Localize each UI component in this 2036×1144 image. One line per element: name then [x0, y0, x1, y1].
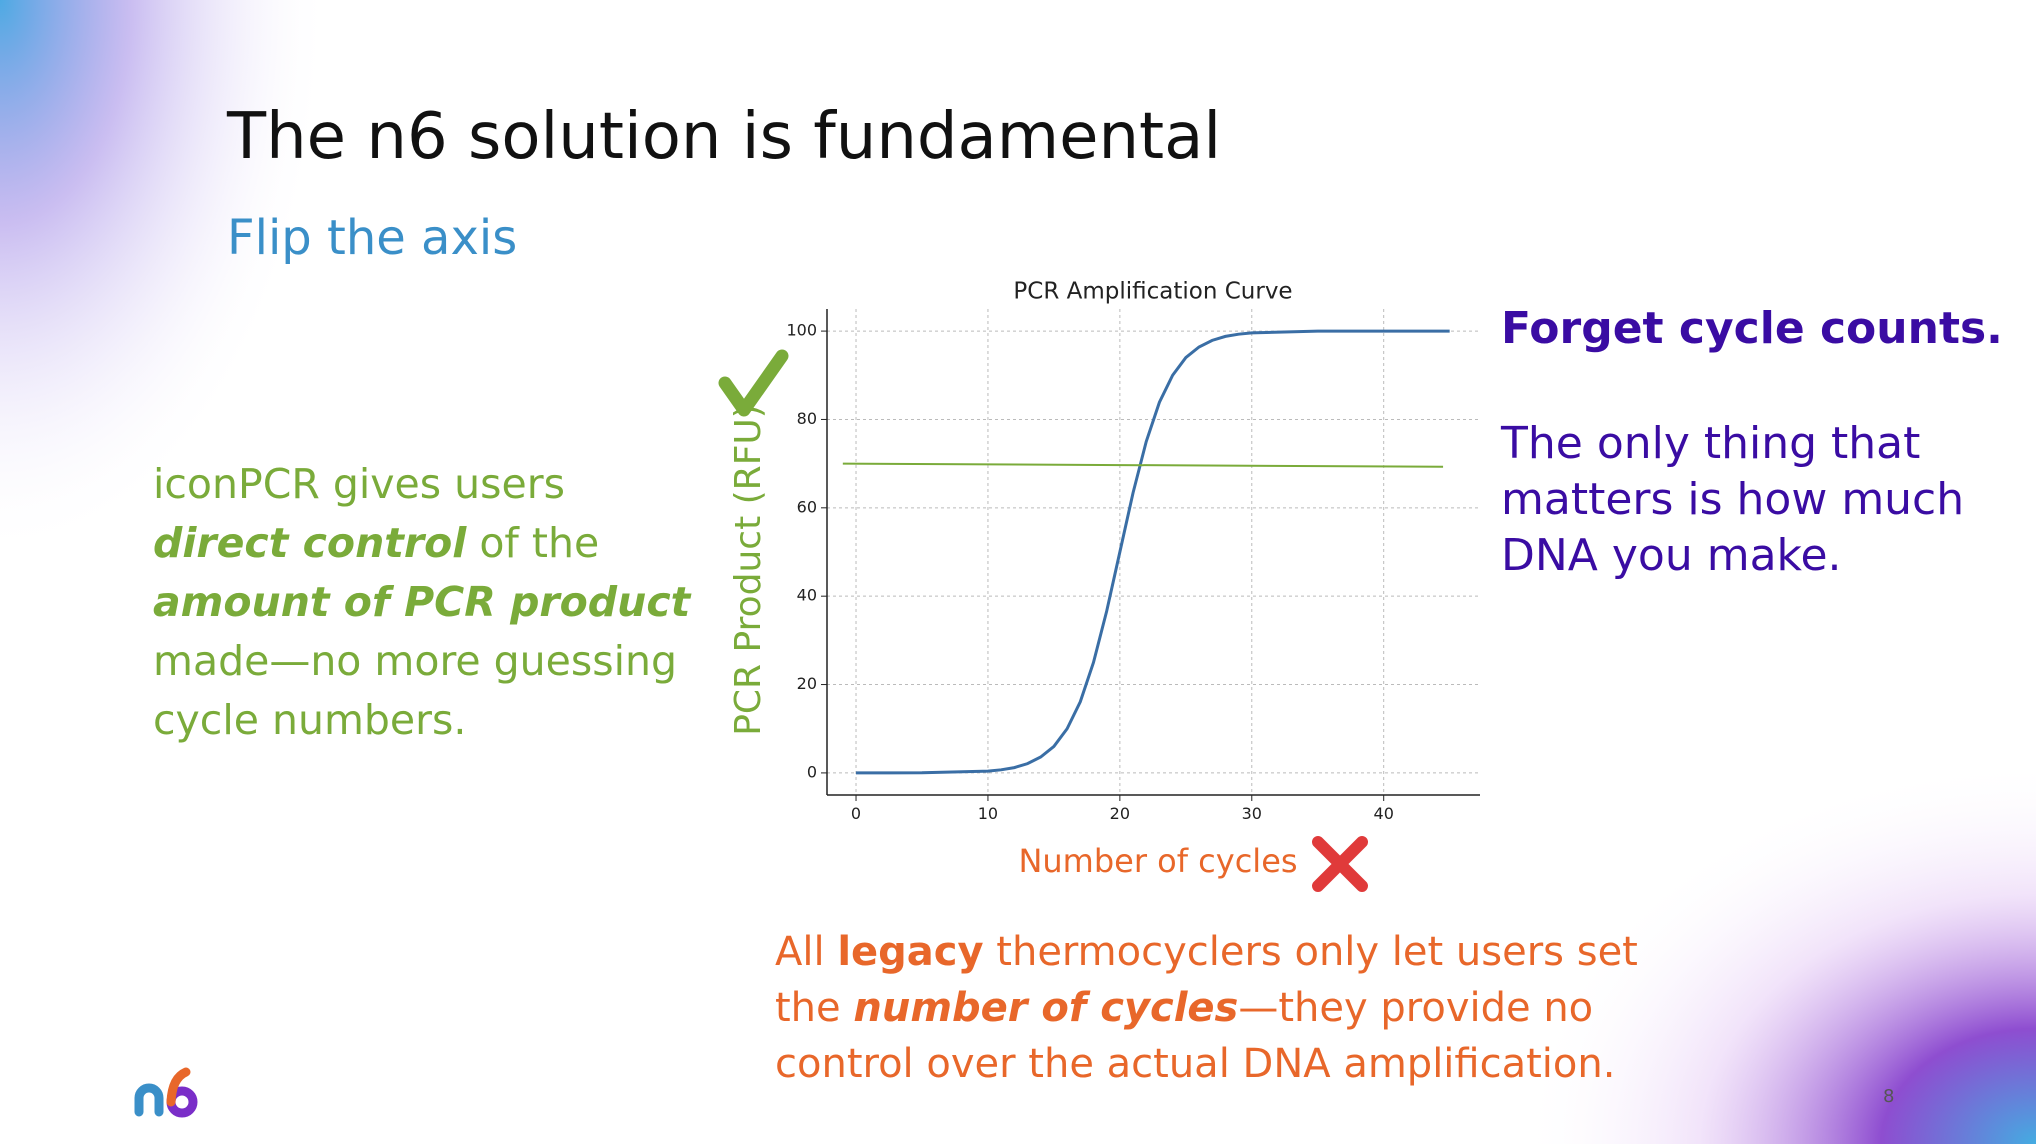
- x-tick-label: 30: [1242, 804, 1262, 823]
- x-tick-label: 10: [978, 804, 998, 823]
- x-tick-label: 20: [1110, 804, 1130, 823]
- corner-glow: [0, 0, 330, 560]
- text-run: —they provide no control over the actual…: [775, 985, 1616, 1087]
- slide-title: The n6 solution is fundamental: [227, 100, 1222, 174]
- text-run: thermocyclers only let users set the: [775, 929, 1638, 1031]
- y-tick-label: 0: [807, 762, 817, 781]
- data-line: [856, 329, 1450, 775]
- y-tick-label: 100: [786, 321, 817, 340]
- logo: [134, 1067, 198, 1118]
- page-number: 8: [1883, 1086, 1894, 1107]
- cross-icon: [1312, 836, 1368, 892]
- bottom-text: All legacy thermocyclers only let users …: [775, 924, 1645, 1092]
- text-run: legacy: [837, 929, 984, 975]
- x-tick-label: 40: [1374, 804, 1394, 823]
- x-tick-label: 0: [851, 804, 861, 823]
- chart-title: PCR Amplification Curve: [1013, 279, 1292, 305]
- text-run: direct control: [153, 519, 467, 567]
- text-run: of the: [466, 519, 600, 567]
- x-axis-label: Number of cycles: [1018, 842, 1297, 880]
- y-axis-label: PCR Product (RFU): [728, 404, 769, 736]
- text-run: iconPCR gives users: [153, 460, 565, 508]
- text-run: All: [775, 929, 838, 975]
- y-tick-label: 20: [797, 674, 817, 693]
- check-icon: [718, 349, 789, 417]
- corner-glow: [1520, 760, 2036, 1144]
- y-tick-label: 40: [797, 586, 817, 605]
- y-tick-label: 60: [797, 497, 817, 516]
- left-text: iconPCR gives users direct control of th…: [153, 455, 693, 750]
- right-heading: Forget cycle counts.: [1501, 303, 2003, 354]
- text-run: amount of PCR product: [153, 578, 691, 626]
- text-run: made—no more guessing cycle numbers.: [153, 637, 678, 744]
- y-tick-label: 80: [797, 409, 817, 428]
- right-text: The only thing that matters is how much …: [1501, 418, 1965, 581]
- text-run: number of cycles: [853, 985, 1239, 1031]
- slide-subtitle: Flip the axis: [227, 210, 518, 266]
- data-line: [842, 462, 1444, 468]
